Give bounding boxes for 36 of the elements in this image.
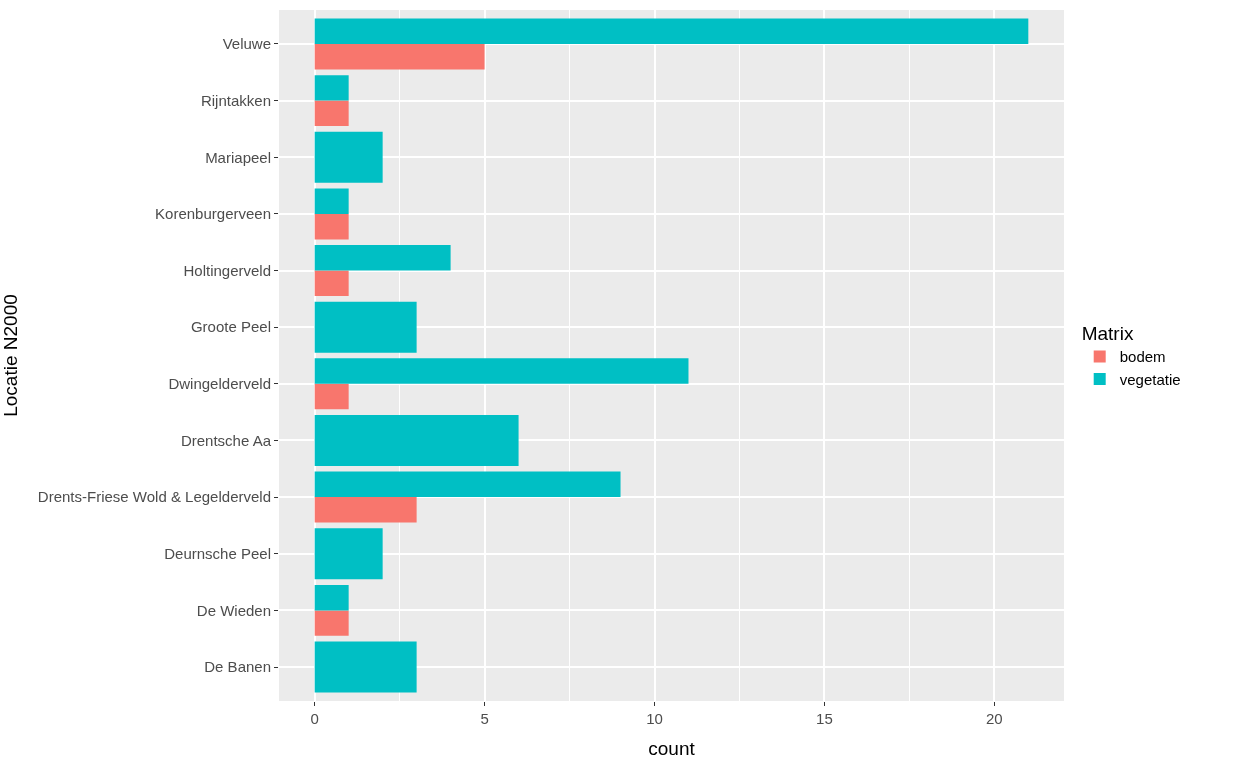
bar [314, 213, 349, 240]
bar [314, 584, 349, 611]
y-tick-label: Dwingelderveld [168, 375, 271, 393]
legend-label: vegetatie [1119, 370, 1181, 388]
bar [314, 383, 349, 410]
y-tick-label: Rijntakken [200, 91, 271, 109]
y-tick-label: Korenburgerveen [155, 205, 271, 223]
bar [314, 610, 349, 636]
bar [314, 75, 349, 101]
bar [314, 471, 621, 498]
x-tick-label: 10 [646, 710, 663, 727]
y-tick-label: Drentsche Aa [180, 431, 272, 449]
x-tick-label: 5 [480, 710, 489, 727]
y-tick-label: Holtingerveld [183, 261, 271, 279]
y-tick-label: Mariapeel [205, 148, 271, 166]
y-tick-label: Drents-Friese Wold & Legelderveld [37, 488, 271, 506]
bar [314, 358, 689, 384]
y-tick-label: De Banen [204, 658, 271, 676]
y-axis-title: Locatie N2000 [0, 294, 21, 417]
x-tick-label: 20 [986, 710, 1003, 727]
bar [314, 18, 1029, 44]
x-tick-label: 0 [310, 710, 319, 727]
bar [314, 497, 417, 523]
bar [314, 245, 451, 271]
bar [314, 100, 349, 127]
y-tick-label: Deurnsche Peel [164, 544, 271, 562]
y-tick-label: De Wieden [196, 601, 271, 619]
y-tick-label: Veluwe [222, 35, 271, 53]
legend-title: Matrix [1081, 323, 1134, 345]
bar [314, 43, 485, 70]
bar [314, 270, 349, 297]
x-tick-label: 15 [816, 710, 833, 727]
x-axis-title: count [648, 737, 696, 759]
bar [314, 188, 349, 214]
legend-label: bodem [1119, 348, 1166, 366]
y-tick-label: Groote Peel [190, 318, 271, 336]
